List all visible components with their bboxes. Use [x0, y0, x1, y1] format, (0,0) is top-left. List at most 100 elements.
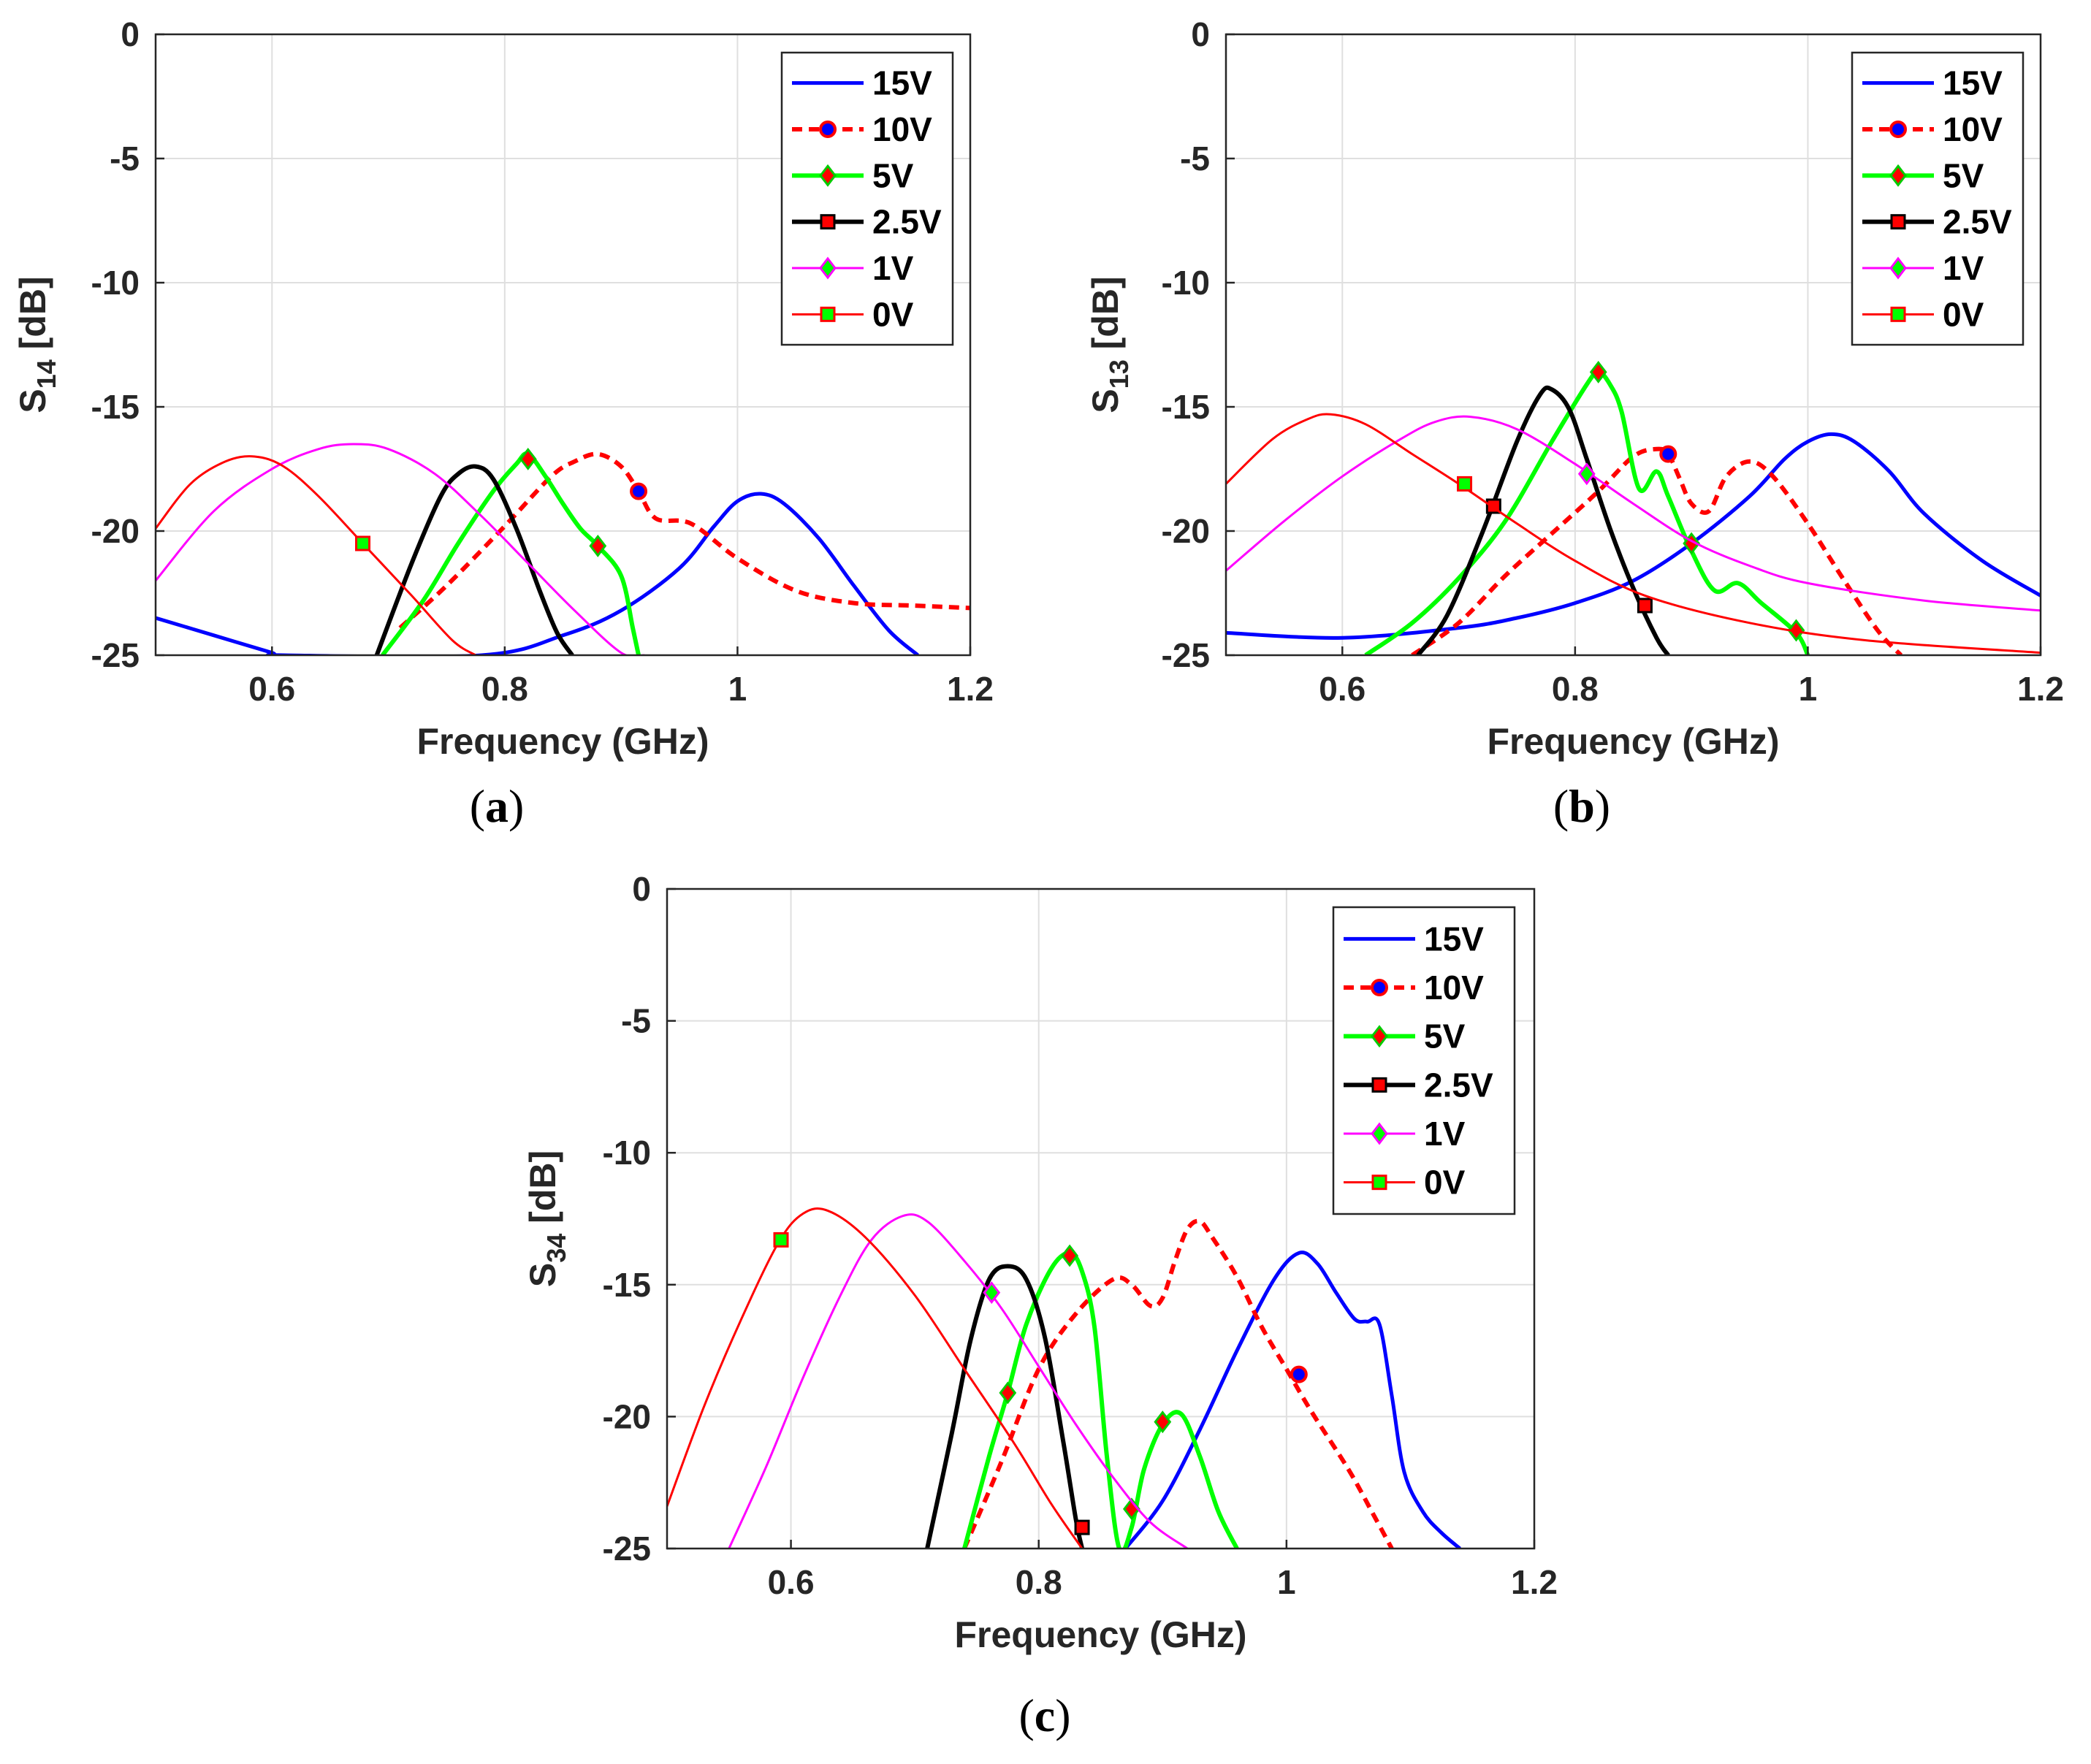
y-axis-title-main: S [12, 389, 53, 413]
chart-a: 0.6 0.8 1 1.2 0 -5 -10 -15 -20 -25 Frequency (GHz)… [12, 15, 994, 832]
y-tick-label: -5 [1180, 140, 1210, 177]
x-tick-label: 1.2 [947, 670, 994, 708]
legend-marker-10V [1371, 979, 1388, 996]
y-tick-label: -15 [91, 388, 140, 426]
panel-caption: (b) [1553, 780, 1610, 832]
legend-label-10V: 10V [1943, 110, 2003, 148]
legend-marker-5V [819, 164, 837, 187]
data-point-5V [1589, 360, 1607, 383]
y-axis-title: S14 [dB] [12, 276, 61, 413]
legend-label-2.5V: 2.5V [872, 203, 942, 241]
legend-label-15V: 15V [1424, 920, 1484, 958]
y-tick-label: -20 [91, 512, 140, 550]
x-axis-title: Frequency (GHz) [1487, 721, 1779, 762]
legend-label-15V: 15V [1943, 64, 2003, 102]
panel-caption: (c) [1018, 1689, 1070, 1741]
chart-c: 0.6 0.8 1 1.2 0 -5 -10 -15 -20 -25 Frequency (GHz)… [522, 870, 1558, 1741]
y-axis-title-main: S [522, 1263, 563, 1287]
series-line-1V [728, 1213, 1189, 1549]
data-point-0V [355, 535, 371, 551]
y-tick-label: -25 [603, 1530, 651, 1568]
series-line-10V [962, 1218, 1394, 1549]
y-tick-label: -10 [91, 264, 140, 302]
y-tick-label: -25 [1162, 636, 1210, 674]
y-tick-label: 0 [632, 870, 651, 908]
series-line-2.5V [925, 1264, 1084, 1549]
legend-marker-0V [820, 306, 836, 322]
data-point-5V [1154, 1410, 1172, 1434]
x-tick-label: 0.6 [768, 1563, 815, 1601]
panel-caption: (a) [470, 780, 525, 832]
series-line-5V [381, 451, 641, 655]
legend: 15V 10V 5V 2.5V 1V 0V [1332, 906, 1516, 1215]
legend-box [1332, 906, 1516, 1215]
legend-marker-1V [1371, 1122, 1388, 1145]
x-tick-label: 1 [728, 670, 747, 708]
series-line-5V [962, 1251, 1239, 1549]
series-line-1V [156, 443, 645, 655]
data-point-0V [1457, 476, 1473, 492]
series-group [667, 1207, 1461, 1549]
legend-label-5V: 5V [872, 156, 914, 194]
data-point-2.5V [1074, 1519, 1090, 1535]
data-point-2.5V [1637, 597, 1653, 614]
legend-label-1V: 1V [872, 249, 914, 287]
x-tick-label: 0.8 [1016, 1563, 1062, 1601]
series-line-0V [156, 455, 476, 655]
legend-label-5V: 5V [1943, 156, 1984, 194]
series-line-10V [1411, 446, 1903, 655]
series-line-2.5V [374, 464, 574, 655]
x-tick-label: 1 [1277, 1563, 1296, 1601]
x-tick-label: 1.2 [1511, 1563, 1558, 1601]
data-point-0V [773, 1232, 789, 1248]
y-axis-title: S34 [dB] [522, 1150, 571, 1287]
legend-label-0V: 0V [1424, 1164, 1466, 1202]
y-axis-title: S13 [dB] [1085, 276, 1134, 413]
x-tick-label: 0.8 [481, 670, 528, 708]
data-point-1V [1577, 462, 1596, 486]
data-point-5V [589, 534, 607, 557]
legend-label-5V: 5V [1424, 1017, 1466, 1055]
legend: 15V 10V 5V 2.5V 1V 0V [1851, 51, 2025, 346]
legend-label-0V: 0V [1943, 295, 1984, 333]
legend-marker-10V [1889, 121, 1907, 138]
legend-marker-10V [819, 121, 837, 138]
x-tick-label: 1.2 [2017, 670, 2064, 708]
series-line-5V [1364, 370, 1810, 655]
x-axis-title: Frequency (GHz) [954, 1614, 1246, 1655]
series-line-15V [1226, 432, 2041, 640]
data-point-10V [630, 482, 648, 500]
series-line-2.5V [1416, 385, 1670, 655]
axes-frame [666, 887, 1536, 1550]
legend-label-1V: 1V [1424, 1115, 1466, 1153]
x-tick-label: 0.6 [1319, 670, 1366, 708]
y-axis-title-unit: [dB] [1085, 276, 1126, 359]
y-axis-title-unit: [dB] [12, 276, 53, 359]
legend-label-15V: 15V [872, 64, 932, 102]
legend-marker-5V [1371, 1025, 1388, 1048]
legend-label-2.5V: 2.5V [1424, 1066, 1493, 1104]
y-tick-label: -10 [603, 1134, 651, 1172]
y-tick-label: -15 [1162, 388, 1210, 426]
data-point-1V [983, 1281, 1001, 1305]
series-line-0V [667, 1207, 1083, 1549]
legend-label-1V: 1V [1943, 249, 1984, 287]
x-tick-label: 1 [1799, 670, 1818, 708]
x-tick-label: 0.6 [248, 670, 295, 708]
y-tick-label: -10 [1162, 264, 1210, 302]
y-tick-label: -5 [621, 1002, 651, 1040]
y-tick-label: -20 [1162, 512, 1210, 550]
y-axis-title-sub: 34 [541, 1234, 571, 1263]
y-axis-title-sub: 13 [1104, 359, 1134, 389]
data-point-5V [519, 447, 537, 470]
legend-label-10V: 10V [1424, 969, 1484, 1007]
legend-marker-2.5V [1890, 214, 1906, 230]
legend-label-2.5V: 2.5V [1943, 203, 2012, 241]
data-point-10V [1659, 445, 1677, 463]
data-point-10V [1290, 1365, 1308, 1383]
chart-b: 0.6 0.8 1 1.2 0 -5 -10 -15 -20 -25 Frequency (GHz)… [1085, 15, 2064, 832]
data-point-5V [1061, 1244, 1078, 1267]
y-tick-label: 0 [121, 15, 140, 53]
series-line-15V [1124, 1251, 1461, 1549]
